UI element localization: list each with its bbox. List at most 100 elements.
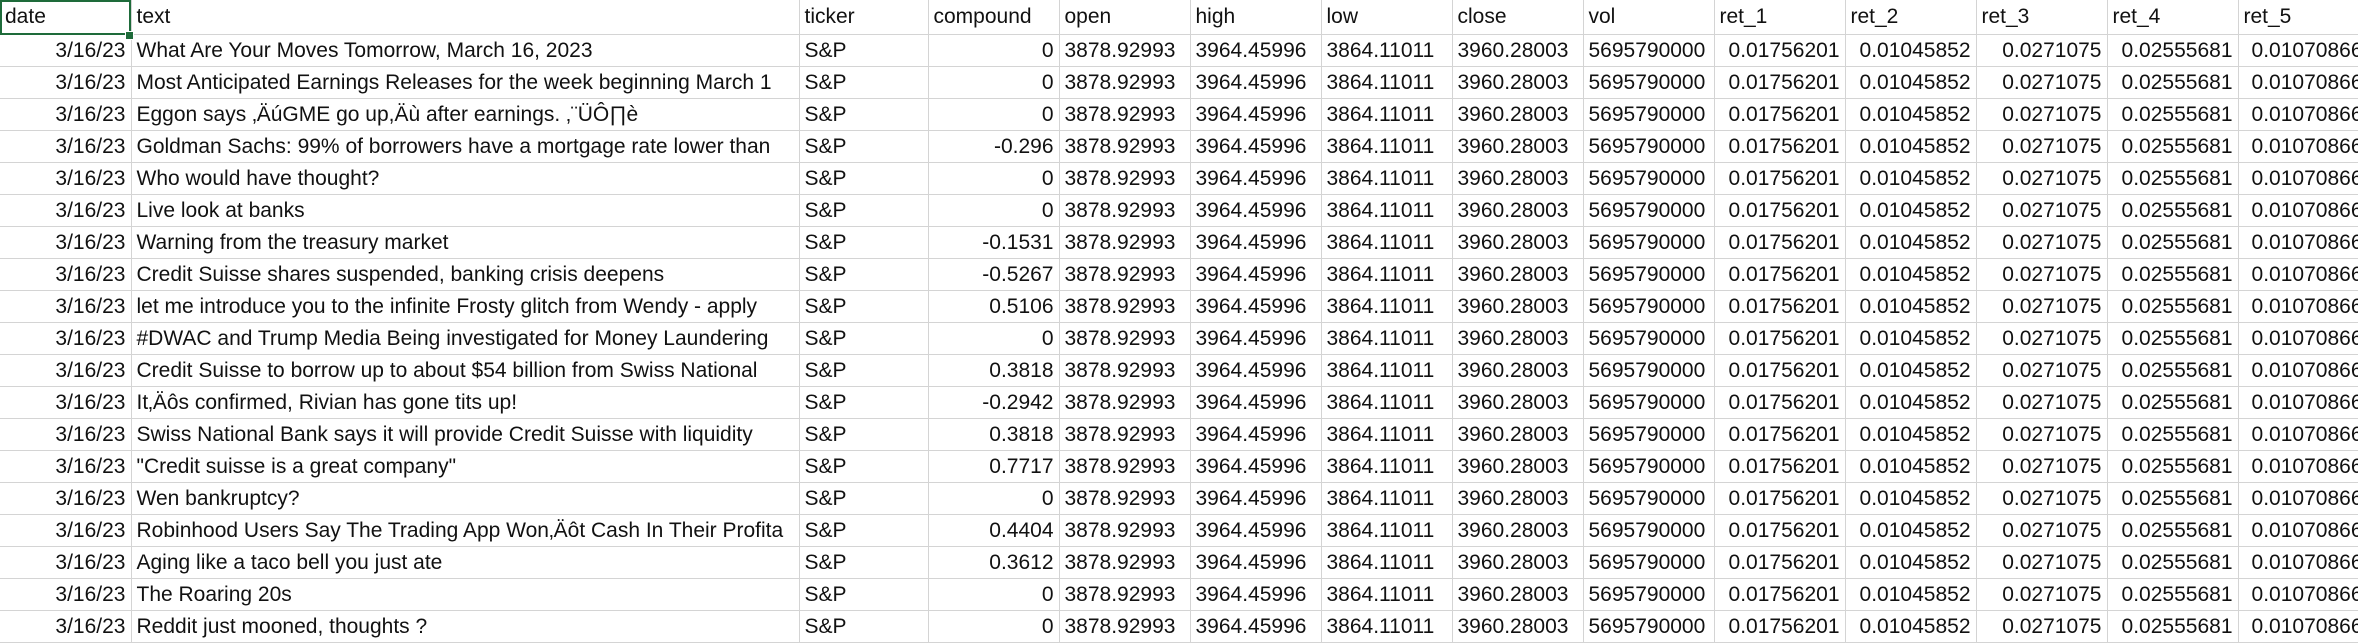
cell-date[interactable]: 3/16/23 bbox=[0, 130, 132, 163]
cell-high[interactable]: 3964.45996 bbox=[1190, 194, 1322, 227]
cell-ret-5[interactable]: 0.01070866 bbox=[2238, 482, 2358, 515]
cell-ticker[interactable]: S&P bbox=[799, 482, 929, 515]
cell-compound[interactable]: -0.1531 bbox=[928, 226, 1060, 259]
cell-text[interactable]: "Credit suisse is a great company" bbox=[131, 450, 800, 483]
header-cell-high[interactable]: high bbox=[1190, 0, 1322, 35]
cell-close[interactable]: 3960.28003 bbox=[1452, 66, 1584, 99]
cell-ret-5[interactable]: 0.01070866 bbox=[2238, 34, 2358, 67]
cell-low[interactable]: 3864.11011 bbox=[1321, 162, 1453, 195]
cell-ticker[interactable]: S&P bbox=[799, 258, 929, 291]
cell-vol[interactable]: 5695790000 bbox=[1583, 98, 1715, 131]
cell-high[interactable]: 3964.45996 bbox=[1190, 162, 1322, 195]
header-cell-ret-2[interactable]: ret_2 bbox=[1845, 0, 1977, 35]
cell-ret-4[interactable]: 0.02555681 bbox=[2107, 98, 2239, 131]
cell-vol[interactable]: 5695790000 bbox=[1583, 322, 1715, 355]
cell-compound[interactable]: 0.3818 bbox=[928, 354, 1060, 387]
cell-ticker[interactable]: S&P bbox=[799, 226, 929, 259]
cell-ret-5[interactable]: 0.01070866 bbox=[2238, 546, 2358, 579]
cell-ticker[interactable]: S&P bbox=[799, 322, 929, 355]
cell-high[interactable]: 3964.45996 bbox=[1190, 66, 1322, 99]
cell-ret-5[interactable]: 0.01070866 bbox=[2238, 322, 2358, 355]
cell-ret-2[interactable]: 0.01045852 bbox=[1845, 66, 1977, 99]
cell-ret-3[interactable]: 0.0271075 bbox=[1976, 290, 2108, 323]
cell-open[interactable]: 3878.92993 bbox=[1059, 514, 1191, 547]
cell-open[interactable]: 3878.92993 bbox=[1059, 130, 1191, 163]
cell-ticker[interactable]: S&P bbox=[799, 450, 929, 483]
cell-open[interactable]: 3878.92993 bbox=[1059, 578, 1191, 611]
cell-ret-3[interactable]: 0.0271075 bbox=[1976, 418, 2108, 451]
cell-ticker[interactable]: S&P bbox=[799, 354, 929, 387]
cell-ret-4[interactable]: 0.02555681 bbox=[2107, 130, 2239, 163]
cell-ret-2[interactable]: 0.01045852 bbox=[1845, 130, 1977, 163]
cell-ret-4[interactable]: 0.02555681 bbox=[2107, 514, 2239, 547]
cell-open[interactable]: 3878.92993 bbox=[1059, 98, 1191, 131]
cell-ret-2[interactable]: 0.01045852 bbox=[1845, 354, 1977, 387]
cell-close[interactable]: 3960.28003 bbox=[1452, 34, 1584, 67]
cell-high[interactable]: 3964.45996 bbox=[1190, 386, 1322, 419]
cell-open[interactable]: 3878.92993 bbox=[1059, 546, 1191, 579]
cell-ret-4[interactable]: 0.02555681 bbox=[2107, 546, 2239, 579]
cell-open[interactable]: 3878.92993 bbox=[1059, 322, 1191, 355]
cell-date[interactable]: 3/16/23 bbox=[0, 162, 132, 195]
cell-ret-3[interactable]: 0.0271075 bbox=[1976, 546, 2108, 579]
cell-open[interactable]: 3878.92993 bbox=[1059, 450, 1191, 483]
cell-vol[interactable]: 5695790000 bbox=[1583, 514, 1715, 547]
cell-ret-5[interactable]: 0.01070866 bbox=[2238, 226, 2358, 259]
cell-high[interactable]: 3964.45996 bbox=[1190, 322, 1322, 355]
cell-ret-5[interactable]: 0.01070866 bbox=[2238, 514, 2358, 547]
cell-ret-3[interactable]: 0.0271075 bbox=[1976, 386, 2108, 419]
cell-open[interactable]: 3878.92993 bbox=[1059, 34, 1191, 67]
cell-ret-1[interactable]: 0.01756201 bbox=[1714, 194, 1846, 227]
cell-compound[interactable]: 0.7717 bbox=[928, 450, 1060, 483]
cell-text[interactable]: Eggon says ‚ÄúGME go up,Äù after earning… bbox=[131, 98, 800, 131]
cell-ret-4[interactable]: 0.02555681 bbox=[2107, 322, 2239, 355]
cell-close[interactable]: 3960.28003 bbox=[1452, 386, 1584, 419]
cell-high[interactable]: 3964.45996 bbox=[1190, 98, 1322, 131]
cell-ret-3[interactable]: 0.0271075 bbox=[1976, 194, 2108, 227]
cell-compound[interactable]: 0 bbox=[928, 194, 1060, 227]
cell-low[interactable]: 3864.11011 bbox=[1321, 610, 1453, 643]
cell-date[interactable]: 3/16/23 bbox=[0, 34, 132, 67]
cell-low[interactable]: 3864.11011 bbox=[1321, 322, 1453, 355]
cell-ret-2[interactable]: 0.01045852 bbox=[1845, 482, 1977, 515]
cell-ret-4[interactable]: 0.02555681 bbox=[2107, 226, 2239, 259]
cell-date[interactable]: 3/16/23 bbox=[0, 578, 132, 611]
cell-text[interactable]: Goldman Sachs: 99% of borrowers have a m… bbox=[131, 130, 800, 163]
cell-ret-2[interactable]: 0.01045852 bbox=[1845, 194, 1977, 227]
header-cell-text[interactable]: text bbox=[131, 0, 800, 35]
cell-date[interactable]: 3/16/23 bbox=[0, 354, 132, 387]
cell-ticker[interactable]: S&P bbox=[799, 98, 929, 131]
cell-close[interactable]: 3960.28003 bbox=[1452, 354, 1584, 387]
cell-date[interactable]: 3/16/23 bbox=[0, 290, 132, 323]
cell-vol[interactable]: 5695790000 bbox=[1583, 386, 1715, 419]
header-cell-ret-3[interactable]: ret_3 bbox=[1976, 0, 2108, 35]
cell-close[interactable]: 3960.28003 bbox=[1452, 546, 1584, 579]
cell-ret-1[interactable]: 0.01756201 bbox=[1714, 546, 1846, 579]
cell-text[interactable]: Warning from the treasury market bbox=[131, 226, 800, 259]
cell-high[interactable]: 3964.45996 bbox=[1190, 290, 1322, 323]
cell-date[interactable]: 3/16/23 bbox=[0, 450, 132, 483]
cell-open[interactable]: 3878.92993 bbox=[1059, 66, 1191, 99]
cell-close[interactable]: 3960.28003 bbox=[1452, 450, 1584, 483]
cell-ret-4[interactable]: 0.02555681 bbox=[2107, 258, 2239, 291]
cell-ret-1[interactable]: 0.01756201 bbox=[1714, 66, 1846, 99]
cell-date[interactable]: 3/16/23 bbox=[0, 482, 132, 515]
selection-fill-handle[interactable] bbox=[125, 31, 134, 40]
cell-close[interactable]: 3960.28003 bbox=[1452, 258, 1584, 291]
cell-low[interactable]: 3864.11011 bbox=[1321, 258, 1453, 291]
header-cell-close[interactable]: close bbox=[1452, 0, 1584, 35]
cell-text[interactable]: Credit Suisse to borrow up to about $54 … bbox=[131, 354, 800, 387]
cell-ret-2[interactable]: 0.01045852 bbox=[1845, 226, 1977, 259]
cell-ret-1[interactable]: 0.01756201 bbox=[1714, 162, 1846, 195]
header-cell-open[interactable]: open bbox=[1059, 0, 1191, 35]
cell-ticker[interactable]: S&P bbox=[799, 34, 929, 67]
cell-ticker[interactable]: S&P bbox=[799, 514, 929, 547]
cell-ret-5[interactable]: 0.01070866 bbox=[2238, 290, 2358, 323]
cell-ret-2[interactable]: 0.01045852 bbox=[1845, 322, 1977, 355]
header-cell-date[interactable]: date bbox=[0, 0, 132, 35]
cell-text[interactable]: Live look at banks bbox=[131, 194, 800, 227]
cell-ret-4[interactable]: 0.02555681 bbox=[2107, 162, 2239, 195]
cell-compound[interactable]: 0 bbox=[928, 98, 1060, 131]
cell-low[interactable]: 3864.11011 bbox=[1321, 578, 1453, 611]
cell-date[interactable]: 3/16/23 bbox=[0, 514, 132, 547]
